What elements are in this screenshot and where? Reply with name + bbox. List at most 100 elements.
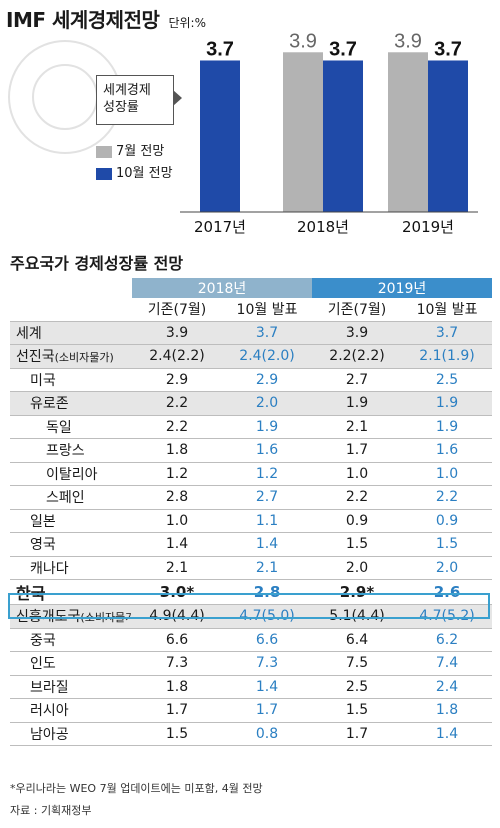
table-cell: 1.0 — [312, 462, 403, 486]
table-cell: 1.2 — [222, 462, 313, 486]
row-label-text: 러시아 — [30, 703, 69, 720]
table-cell: 7.4 — [402, 651, 493, 676]
table-cell: 0.8 — [222, 722, 313, 746]
footnote: *우리나라는 WEO 7월 업데이트에는 미포함, 4월 전망 — [10, 782, 263, 795]
table-cell: 2.0 — [402, 556, 493, 580]
page-title: IMF 세계경제전망 — [6, 8, 160, 32]
sub-header: 10월 발표 — [222, 298, 313, 322]
table-cell: 1.4 — [222, 532, 313, 557]
bar-value-label: 3.7 — [434, 38, 462, 60]
row-label-text: 캐나다 — [30, 560, 69, 577]
table-cell: 1.7 — [132, 698, 222, 723]
table-cell: 1.5 — [312, 698, 403, 723]
row-label-text: 인도 — [30, 656, 56, 673]
year-header-row: 2018년 2019년 — [10, 278, 493, 298]
table-cell: 1.6 — [222, 438, 313, 463]
row-label: 유로존 — [10, 391, 132, 416]
table-row: 영국 1.4 1.4 1.5 1.5 — [10, 532, 493, 557]
table-cell: 6.6 — [132, 628, 222, 652]
growth-bar-chart: 3.7 2017년 3.9 3.7 2018년 3.9 3.7 2019년 — [180, 30, 478, 236]
table-row: 미국 2.9 2.9 2.7 2.5 — [10, 368, 493, 392]
bar-value-label: 3.7 — [206, 38, 234, 60]
table-cell: 1.7 — [312, 438, 403, 463]
table-cell: 2.5 — [402, 368, 493, 392]
legend-item-october: 10월 전망 — [96, 162, 173, 181]
legend-callout-line1: 세계경제 — [103, 83, 151, 98]
row-label: 선진국(소비자물가) — [10, 344, 132, 369]
table-cell: 1.5 — [132, 722, 222, 746]
bar-october-1 — [323, 60, 363, 212]
row-label-text: 중국 — [30, 632, 56, 649]
table-row: 중국 6.6 6.6 6.4 6.2 — [10, 628, 493, 652]
table-cell: 1.4 — [222, 675, 313, 699]
row-label: 한국 — [10, 579, 132, 605]
sub-header: 기존(7월) — [132, 298, 222, 322]
table-cell: 4.7(5.0) — [222, 604, 313, 629]
table-cell: 7.5 — [312, 651, 403, 676]
table-cell: 2.2 — [312, 485, 403, 510]
legend-label-october: 10월 전망 — [116, 166, 173, 181]
bar-july-1 — [283, 52, 323, 213]
legend-swatch-october — [96, 167, 112, 180]
row-label-text: 독일 — [46, 419, 72, 436]
row-label-text: 일본 — [30, 513, 56, 530]
bar-october-0 — [200, 60, 240, 212]
table-title: 주요국가 경제성장률 전망 — [10, 254, 184, 273]
table-cell: 1.9 — [402, 415, 493, 439]
table-row: 프랑스 1.8 1.6 1.7 1.6 — [10, 438, 493, 463]
table-cell: 1.4 — [402, 722, 493, 746]
table-cell: 7.3 — [132, 651, 222, 676]
unit-label: 단위:% — [168, 16, 206, 30]
source: 자료 : 기획재정부 — [10, 804, 92, 817]
bar-value-label: 3.9 — [289, 30, 317, 52]
row-label: 러시아 — [10, 698, 132, 723]
bar-value-label: 3.9 — [394, 30, 422, 52]
table-row: 캐나다 2.1 2.1 2.0 2.0 — [10, 556, 493, 580]
table-cell: 1.0 — [402, 462, 493, 486]
table-cell: 2.4(2.2) — [132, 344, 222, 369]
table-cell: 2.2 — [402, 485, 493, 510]
table-row: 한국 3.0* 2.8 2.9* 2.6 — [10, 579, 493, 605]
table-cell: 1.8 — [132, 438, 222, 463]
legend-item-july: 7월 전망 — [96, 140, 164, 159]
row-label: 인도 — [10, 651, 132, 676]
row-label-note: (소비자물가) — [80, 611, 132, 625]
row-label-text: 미국 — [30, 372, 56, 389]
row-label: 세계 — [10, 321, 132, 345]
table-cell: 1.9 — [402, 391, 493, 416]
table-cell: 7.3 — [222, 651, 313, 676]
table-cell: 0.9 — [312, 509, 403, 533]
table-row: 일본 1.0 1.1 0.9 0.9 — [10, 509, 493, 533]
table-cell: 2.8 — [222, 579, 313, 605]
table-row: 선진국(소비자물가) 2.4(2.2) 2.4(2.0) 2.2(2.2) 2.1(1.… — [10, 344, 493, 369]
table-cell: 6.6 — [222, 628, 313, 652]
table-cell: 1.0 — [132, 509, 222, 533]
table-cell: 2.2(2.2) — [312, 344, 403, 369]
row-label-note: (소비자물가) — [54, 351, 114, 365]
table-cell: 3.9 — [132, 321, 222, 345]
table-cell: 0.9 — [402, 509, 493, 533]
growth-table: 2018년 2019년 기존(7월) 10월 발표 기존(7월) 10월 발표 … — [10, 278, 493, 746]
row-label: 독일 — [10, 415, 132, 439]
legend-callout-line2: 성장률 — [103, 100, 139, 115]
row-label: 프랑스 — [10, 438, 132, 463]
table-cell: 3.9 — [312, 321, 403, 345]
table-cell: 1.2 — [132, 462, 222, 486]
table-row: 세계 3.9 3.7 3.9 3.7 — [10, 321, 493, 345]
bar-july-2 — [388, 52, 428, 213]
row-label: 브라질 — [10, 675, 132, 699]
table-cell: 1.9 — [312, 391, 403, 416]
table-cell: 2.9 — [132, 368, 222, 392]
row-label: 남아공 — [10, 722, 132, 746]
row-label-text: 한국 — [16, 584, 46, 603]
row-label-text: 프랑스 — [46, 443, 85, 460]
table-row: 독일 2.2 1.9 2.1 1.9 — [10, 415, 493, 439]
table-cell: 2.4 — [402, 675, 493, 699]
table-cell: 3.0* — [132, 579, 222, 605]
table-cell: 2.1 — [132, 556, 222, 580]
row-label-text: 신흥개도국 — [16, 609, 81, 626]
row-label: 이탈리아 — [10, 462, 132, 486]
table-cell: 1.7 — [222, 698, 313, 723]
table-cell: 2.7 — [312, 368, 403, 392]
row-label-text: 선진국 — [16, 349, 55, 366]
